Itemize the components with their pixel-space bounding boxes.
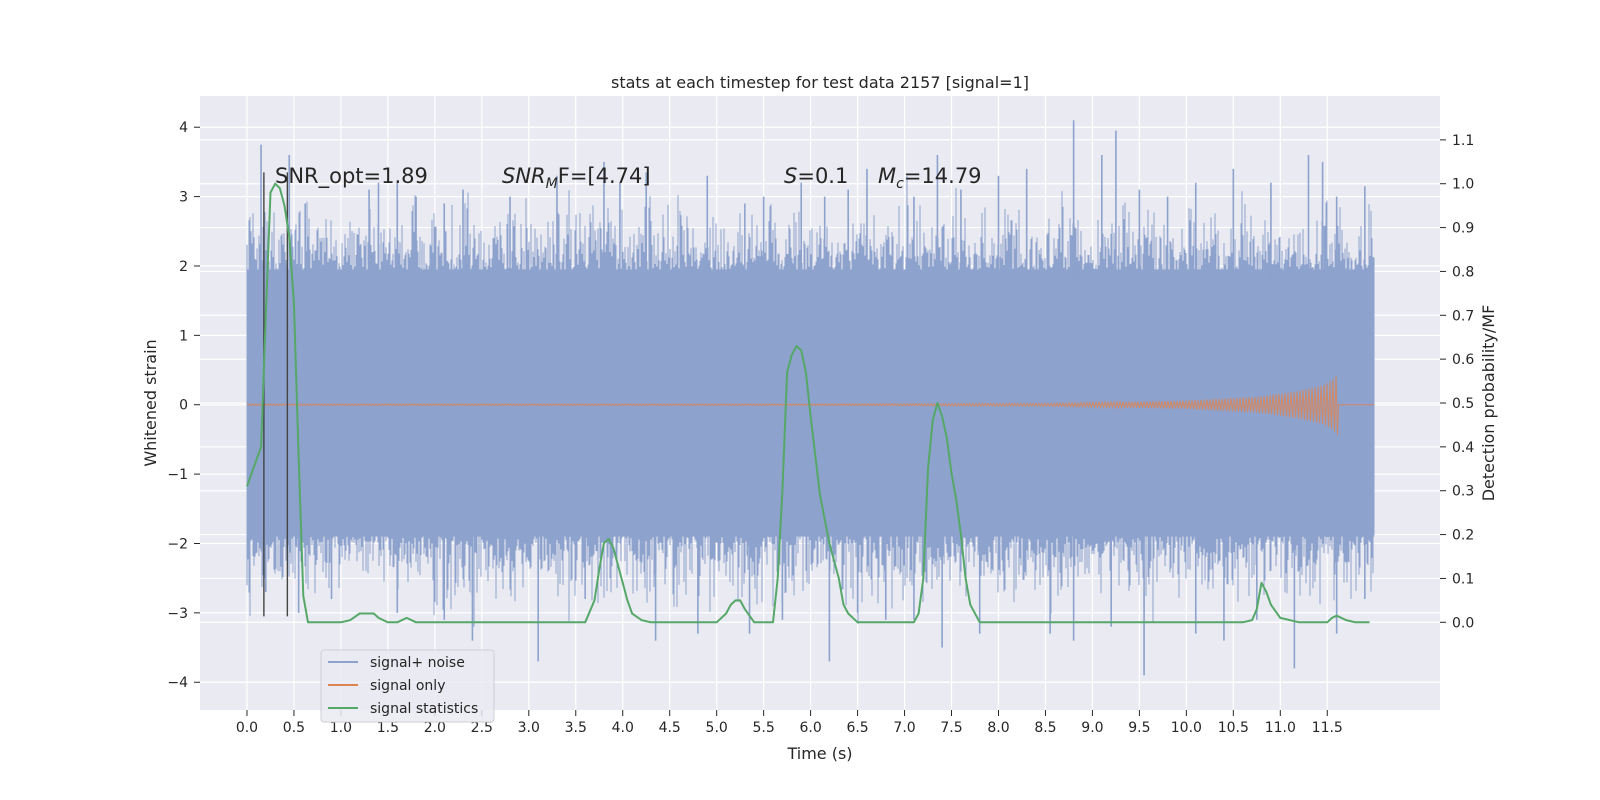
y-axis-label: Whitened strain [141,339,160,466]
annotation-mc: Mc=14.79 [878,164,982,192]
x-tick-label: 1.5 [377,720,399,736]
snr-mf-main: SNR [502,164,546,188]
signal-only-trace [246,376,1375,435]
x-tick-label: 4.5 [659,720,681,736]
mc-sub: c [896,176,904,192]
x-tick-label: 5.0 [706,720,728,736]
mc-main: M [878,164,896,188]
legend-label-stats: signal statistics [370,701,478,717]
x-tick-label: 2.0 [424,720,446,736]
x-tick-label: 6.5 [846,720,868,736]
x-tick-label: 3.0 [518,720,540,736]
signal-statistics-series [246,182,1370,624]
legend-label-signal: signal only [370,678,445,694]
y-right-tick-label: 0.5 [1452,396,1474,412]
annotation-snr-mf: SNRMF=[4.74] [502,164,651,192]
y-right-tick-label: 0.2 [1452,528,1474,544]
s-value: =0.1 [797,164,848,188]
x-tick-label: 7.0 [893,720,915,736]
x-axis-label: Time (s) [786,744,852,763]
y-right-tick-label: 1.1 [1452,133,1474,149]
legend-label-noise: signal+ noise [370,655,465,671]
x-tick-label: 8.5 [1034,720,1056,736]
y-right-tick-label: 0.8 [1452,264,1474,280]
snr-mf-sub: M [546,176,558,192]
x-tick-label: 7.5 [940,720,962,736]
x-tick-label: 6.0 [799,720,821,736]
chart-title: stats at each timestep for test data 215… [611,73,1029,92]
x-tick-label: 2.5 [471,720,493,736]
noise-trace [246,175,1375,627]
x-tick-label: 11.0 [1265,720,1296,736]
x-tick-label: 3.5 [565,720,587,736]
legend-box [320,649,495,723]
x-tick-label: 9.5 [1128,720,1150,736]
snr-mf-rest: F=[4.74] [558,164,651,188]
y-right-tick-label: 0.3 [1452,484,1474,500]
y-tick-label: −2 [167,536,188,552]
signal-only-series [246,376,1375,435]
x-tick-label: 0.0 [236,720,258,736]
x-tick-label: 10.5 [1218,720,1249,736]
y-right-tick-label: 0.0 [1452,615,1474,631]
y-tick-label: 0 [179,398,188,414]
y-tick-label: 4 [179,120,188,136]
legend: signal+ noise signal only signal statist… [320,649,495,723]
y-tick-label: −3 [167,606,188,622]
y-tick-label: 1 [179,328,188,344]
s-label: S [784,164,797,188]
y-right-tick-label: 1.0 [1452,177,1474,193]
y-tick-label: 3 [179,190,188,206]
mc-value: =14.79 [904,164,982,188]
x-tick-label: 4.0 [612,720,634,736]
x-tick-label: 8.0 [987,720,1009,736]
annotation-snr-opt: SNR_opt=1.89 [275,164,428,189]
y-tick-label: 2 [179,259,188,275]
y-axis-right-label: Detection probability/MF [1479,305,1498,502]
x-tick-label: 0.5 [283,720,305,736]
y-right-tick-label: 0.9 [1452,221,1474,237]
y-tick-label: −4 [167,675,188,691]
x-tick-label: 1.0 [330,720,352,736]
y-right-tick-label: 0.1 [1452,571,1474,587]
y-right-tick-label: 0.6 [1452,352,1474,368]
annotation-s: S=0.1 [784,164,848,188]
x-tick-label: 9.0 [1081,720,1103,736]
y-tick-label: −1 [167,467,188,483]
ticks: 0.0 0.5 1.0 1.5 2.0 2.5 3.0 3.5 4.0 4.5 5.0 5.5 6.0 6… [167,120,1474,736]
x-tick-label: 5.5 [753,720,775,736]
y-right-tick-label: 0.7 [1452,308,1474,324]
x-tick-label: 10.0 [1171,720,1202,736]
y-right-tick-label: 0.4 [1452,440,1474,456]
x-tick-label: 11.5 [1312,720,1343,736]
